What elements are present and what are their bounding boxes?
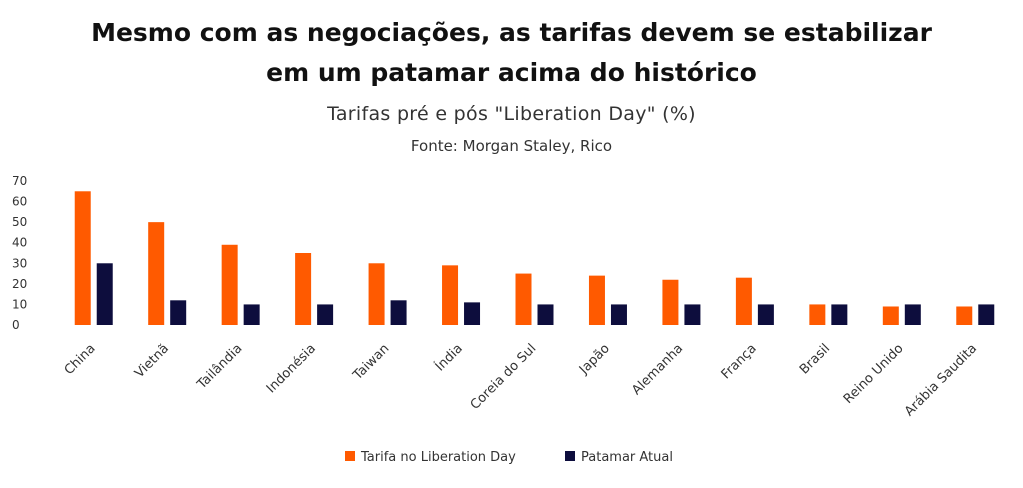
bar-liberation-day [809,304,826,325]
bar-patamar-atual [243,304,260,325]
x-category-label: Arábia Saudita [902,341,980,419]
x-category-label: Japão [576,341,613,378]
chart-source: Fonte: Morgan Staley, Rico [410,137,613,155]
chart-title-line-1: Mesmo com as negociações, as tarifas dev… [91,18,932,47]
bar-patamar-atual [464,302,481,325]
bar-patamar-atual [610,304,627,325]
bar-liberation-day [368,263,385,325]
x-category-label: França [719,341,760,382]
x-category-label: Taiwan [350,341,393,384]
bar-patamar-atual [317,304,334,325]
y-tick-label: 20 [12,277,27,291]
y-tick-label: 40 [12,236,27,250]
bar-liberation-day [74,191,91,325]
bar-patamar-atual [96,263,113,325]
bar-patamar-atual [390,300,407,325]
y-tick-label: 60 [12,195,27,209]
x-category-label: Vietnã [132,341,172,381]
bar-liberation-day [735,277,752,325]
x-category-label: China [62,341,99,378]
bar-liberation-day [662,279,679,325]
x-category-label: Índia [432,341,466,375]
bar-patamar-atual [170,300,187,325]
bar-patamar-atual [904,304,921,325]
x-category-label: Alemanha [629,341,686,398]
y-tick-label: 10 [12,297,27,311]
y-tick-label: 0 [12,318,20,332]
y-tick-label: 30 [12,256,27,270]
chart-title-line-2: em um patamar acima do histórico [266,58,757,87]
bar-liberation-day [221,244,238,325]
bar-patamar-atual [831,304,848,325]
bar-patamar-atual [978,304,995,325]
bar-liberation-day [956,306,973,325]
legend-swatch [345,451,355,461]
y-tick-label: 70 [12,174,27,188]
bar-liberation-day [882,306,899,325]
bar-patamar-atual [537,304,554,325]
x-category-label: Indonésia [264,341,319,396]
x-category-label: Tailândia [194,341,246,393]
chart-subtitle: Tarifas pré e pós "Liberation Day" (%) [327,103,696,125]
legend-label: Patamar Atual [581,450,673,465]
bar-liberation-day [588,275,605,325]
y-tick-label: 50 [12,215,27,229]
bar-liberation-day [295,253,312,325]
x-category-label: Reino Unido [841,341,907,407]
x-category-label: Brasil [797,341,833,377]
bar-patamar-atual [684,304,701,325]
legend-label: Tarifa no Liberation Day [360,450,516,465]
bar-liberation-day [148,222,165,325]
legend-swatch [565,451,575,461]
bar-patamar-atual [757,304,774,325]
bar-liberation-day [442,265,459,325]
bar-liberation-day [515,273,532,325]
x-category-label: Coreia do Sul [468,341,540,413]
